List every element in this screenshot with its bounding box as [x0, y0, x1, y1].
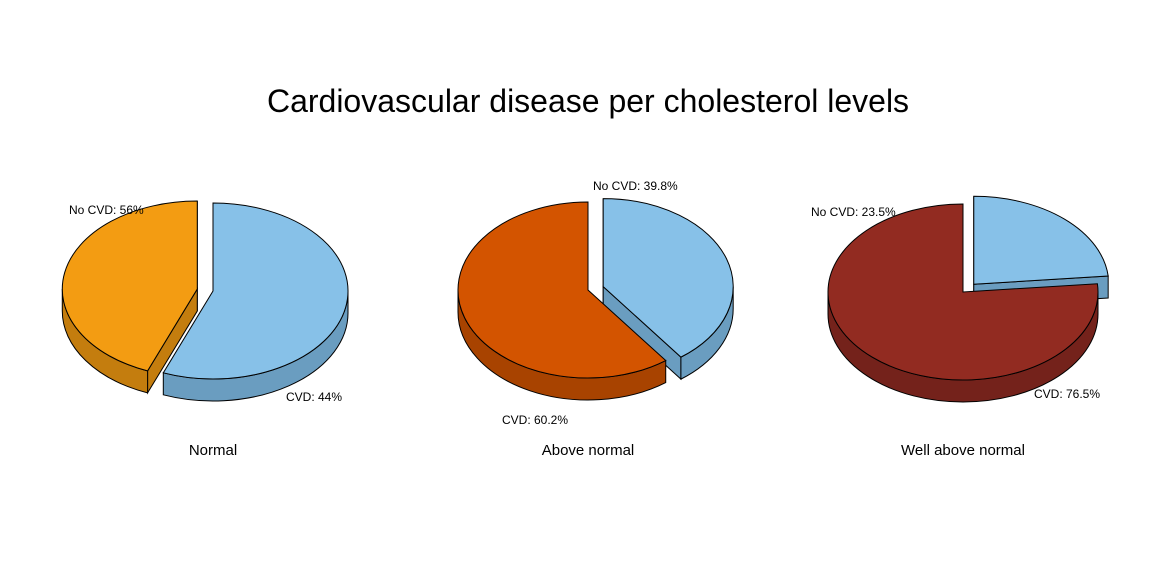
pie-slice-1-top: [457, 201, 667, 379]
pie-slice-1-top: [827, 203, 1099, 381]
pie-caption: Normal: [189, 442, 237, 459]
pie-slice-0-top: [602, 198, 734, 358]
slice-label-cvd: CVD: 76.5%: [1034, 387, 1100, 401]
slice-label-cvd: CVD: 60.2%: [502, 413, 568, 427]
pie-caption: Above normal: [542, 442, 635, 459]
chart-title: Cardiovascular disease per cholesterol l…: [267, 83, 909, 119]
pie-chart-normal: No CVD: 56% CVD: 44% Normal: [61, 200, 349, 459]
slice-label-cvd: CVD: 44%: [286, 390, 342, 404]
pie-chart-above-normal: No CVD: 39.8% CVD: 60.2% Above normal: [457, 179, 734, 459]
pie-slice-1-top: [61, 200, 198, 372]
slice-label-no-cvd: No CVD: 23.5%: [811, 205, 896, 219]
slice-label-no-cvd: No CVD: 39.8%: [593, 179, 678, 193]
pie-slice-0-top: [162, 202, 349, 380]
pie-slice-0-top: [973, 195, 1109, 285]
pie-caption: Well above normal: [901, 442, 1025, 459]
pie-chart-well-above-normal: No CVD: 23.5% CVD: 76.5% Well above norm…: [811, 195, 1109, 459]
slice-label-no-cvd: No CVD: 56%: [69, 203, 144, 217]
